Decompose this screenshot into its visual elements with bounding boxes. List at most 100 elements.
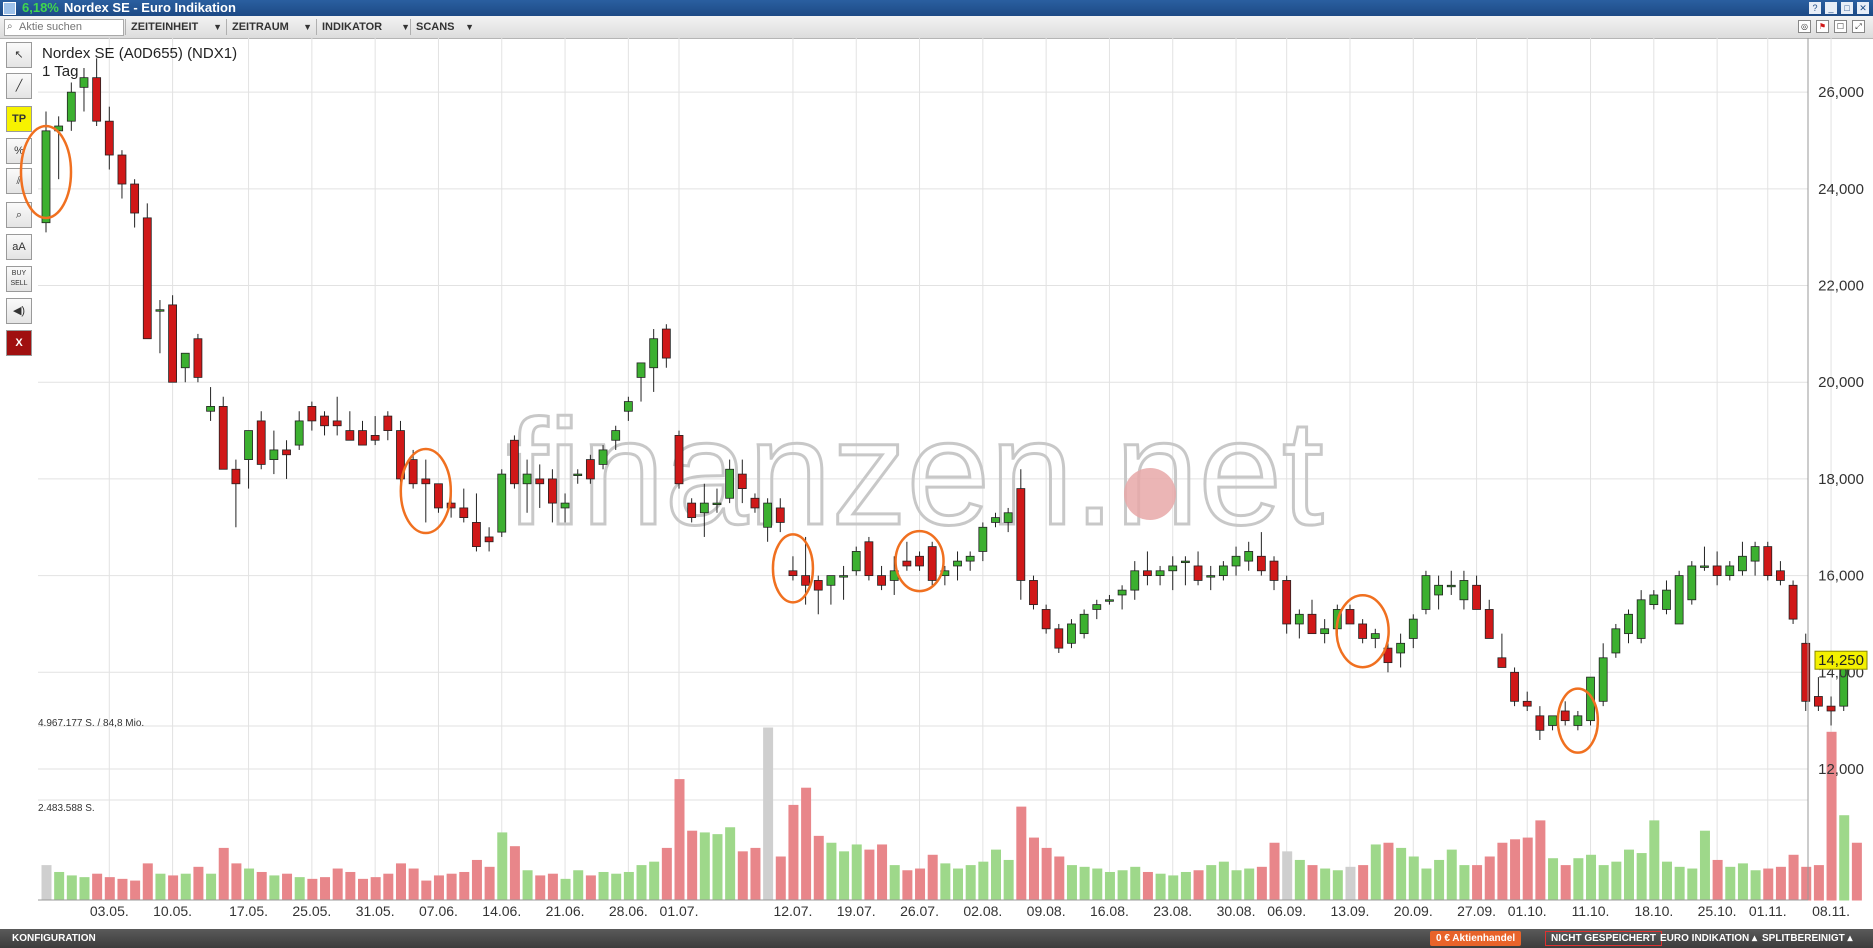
candle (1345, 604, 1355, 625)
chart-title: Nordex SE (A0D655) (NDX1) (42, 45, 237, 62)
candle (1244, 541, 1254, 571)
zoom-tool[interactable]: ⌕ (6, 202, 32, 228)
tp-tool[interactable]: TP (6, 106, 32, 132)
candle (1193, 551, 1203, 586)
volume-bar (839, 851, 850, 901)
volume-bar (1573, 858, 1584, 901)
volume-bar (1332, 870, 1343, 901)
candle (256, 411, 266, 470)
volume-bar (307, 878, 318, 901)
volume-bar (1459, 865, 1470, 901)
cursor-tool[interactable]: ↖ (6, 42, 32, 68)
volume-bar (1218, 861, 1229, 901)
volume-bar (1522, 837, 1533, 901)
date-tick-label: 01.07. (660, 903, 699, 919)
volume-bar (813, 835, 824, 901)
date-tick-label: 11.10. (1572, 903, 1610, 919)
volume-bar (383, 873, 394, 901)
candle (1041, 604, 1051, 634)
volume-bar (1775, 866, 1786, 901)
volume-bar (1041, 847, 1052, 901)
volume-bar (332, 868, 343, 901)
candle (1396, 633, 1406, 668)
volume-bar (1687, 868, 1698, 901)
candle (1282, 575, 1292, 634)
window-title: Nordex SE - Euro Indikation (64, 0, 236, 15)
search-icon: ⌕ (7, 21, 13, 32)
line-tool[interactable]: ╱ (6, 73, 32, 99)
volume-bar (1801, 866, 1812, 901)
candle (1611, 623, 1621, 658)
text-size-tool[interactable]: aA (6, 234, 32, 260)
volume-bar (889, 865, 900, 901)
buy-sell-tool[interactable]: BUY SELL (6, 266, 32, 292)
config-button[interactable]: KONFIGURATION (12, 933, 96, 944)
price-chart[interactable]: finanzen.net 12,00014,00016,00018,00020,… (0, 38, 1873, 929)
candle (661, 324, 671, 368)
volume-bar (168, 875, 179, 901)
maximize-icon[interactable]: □ (1841, 2, 1853, 14)
menu-scans[interactable]: SCANS ▼ (410, 19, 478, 35)
candle (763, 498, 773, 542)
date-tick-label: 19.07. (837, 903, 876, 919)
price-tick-label: 26,000 (1818, 84, 1864, 101)
candle (1092, 599, 1102, 620)
menu-zeitraum[interactable]: ZEITRAUM ▼ (226, 19, 316, 35)
candle (1598, 643, 1608, 707)
volume-bar (206, 873, 217, 901)
trading-button[interactable]: 0 € Aktienhandel (1430, 931, 1522, 946)
volume-bar (585, 875, 596, 901)
candle (1738, 541, 1747, 576)
menu-indikator[interactable]: INDIKATOR ▼ (316, 19, 414, 35)
delete-tool[interactable]: X (6, 330, 32, 356)
volume-bar (1750, 870, 1761, 901)
flag-icon[interactable]: ⚑ (1816, 20, 1829, 33)
date-tick-label: 07.06. (419, 903, 458, 919)
checkbox-icon[interactable]: ☐ (1834, 20, 1847, 33)
volume-bar (471, 859, 482, 901)
candle (459, 488, 469, 523)
candle (826, 575, 836, 605)
expand-icon[interactable]: ⤢ (1852, 20, 1865, 33)
volume-bar (1813, 865, 1824, 901)
sound-tool[interactable]: ◀) (6, 298, 32, 324)
not-saved-badge[interactable]: NICHT GESPEICHERT (1545, 931, 1663, 946)
parallel-tool[interactable]: ⫽ (6, 168, 32, 194)
help-icon[interactable]: ? (1809, 2, 1821, 14)
cursor-icon: ↖ (14, 49, 24, 61)
candle (1788, 580, 1798, 624)
candle (1522, 691, 1532, 711)
volume-bar (965, 865, 976, 901)
candle (737, 459, 747, 504)
price-tick-label: 18,000 (1818, 471, 1864, 488)
volume-bar (1586, 854, 1597, 901)
volume-bar (611, 873, 622, 901)
volume-label-max: 4.967.177 S. / 84,8 Mio. (38, 718, 144, 729)
candle (117, 150, 127, 199)
candle (1674, 570, 1684, 625)
date-tick-label: 25.05. (292, 903, 331, 919)
volume-bar (1193, 870, 1204, 901)
volume-bar (79, 877, 90, 901)
candle (370, 416, 380, 446)
candle (307, 401, 317, 431)
volume-bar (1851, 842, 1862, 901)
volume-bar (788, 804, 799, 901)
volume-bar (484, 866, 495, 901)
camera-icon[interactable]: ◎ (1798, 20, 1811, 33)
candle (1649, 590, 1659, 610)
close-window-icon[interactable]: ✕ (1857, 2, 1869, 14)
search-input[interactable] (19, 20, 115, 33)
date-tick-label: 08.11. (1812, 903, 1850, 919)
candle (193, 333, 203, 383)
volume-bar (1180, 871, 1191, 901)
minimize-icon[interactable]: _ (1825, 2, 1837, 14)
line-icon: ╱ (15, 80, 23, 92)
annotation-circle (1556, 687, 1600, 754)
volume-bar (54, 871, 65, 901)
indication-menu[interactable]: EURO INDIKATION ▴ (1660, 933, 1758, 944)
candle (902, 541, 912, 571)
price-tick-label: 24,000 (1818, 181, 1864, 198)
split-menu[interactable]: SPLITBEREINIGT ▴ (1762, 933, 1853, 944)
menu-zeiteinheit[interactable]: ZEITEINHEIT ▼ (125, 19, 226, 35)
